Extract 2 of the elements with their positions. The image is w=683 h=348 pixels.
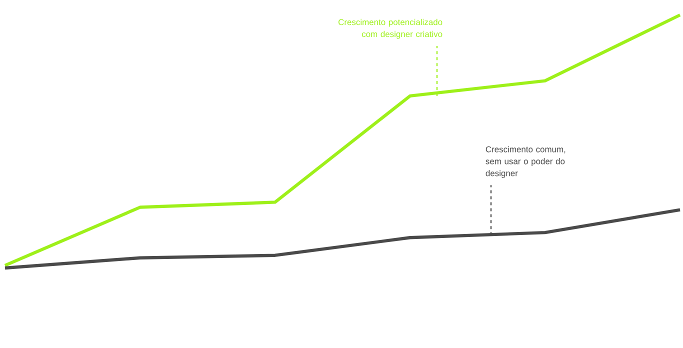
- text: Crescimento comum, sem usar o poder do designer: [486, 146, 566, 178]
- text: Crescimento potencializado com designer criativo: [338, 18, 442, 39]
